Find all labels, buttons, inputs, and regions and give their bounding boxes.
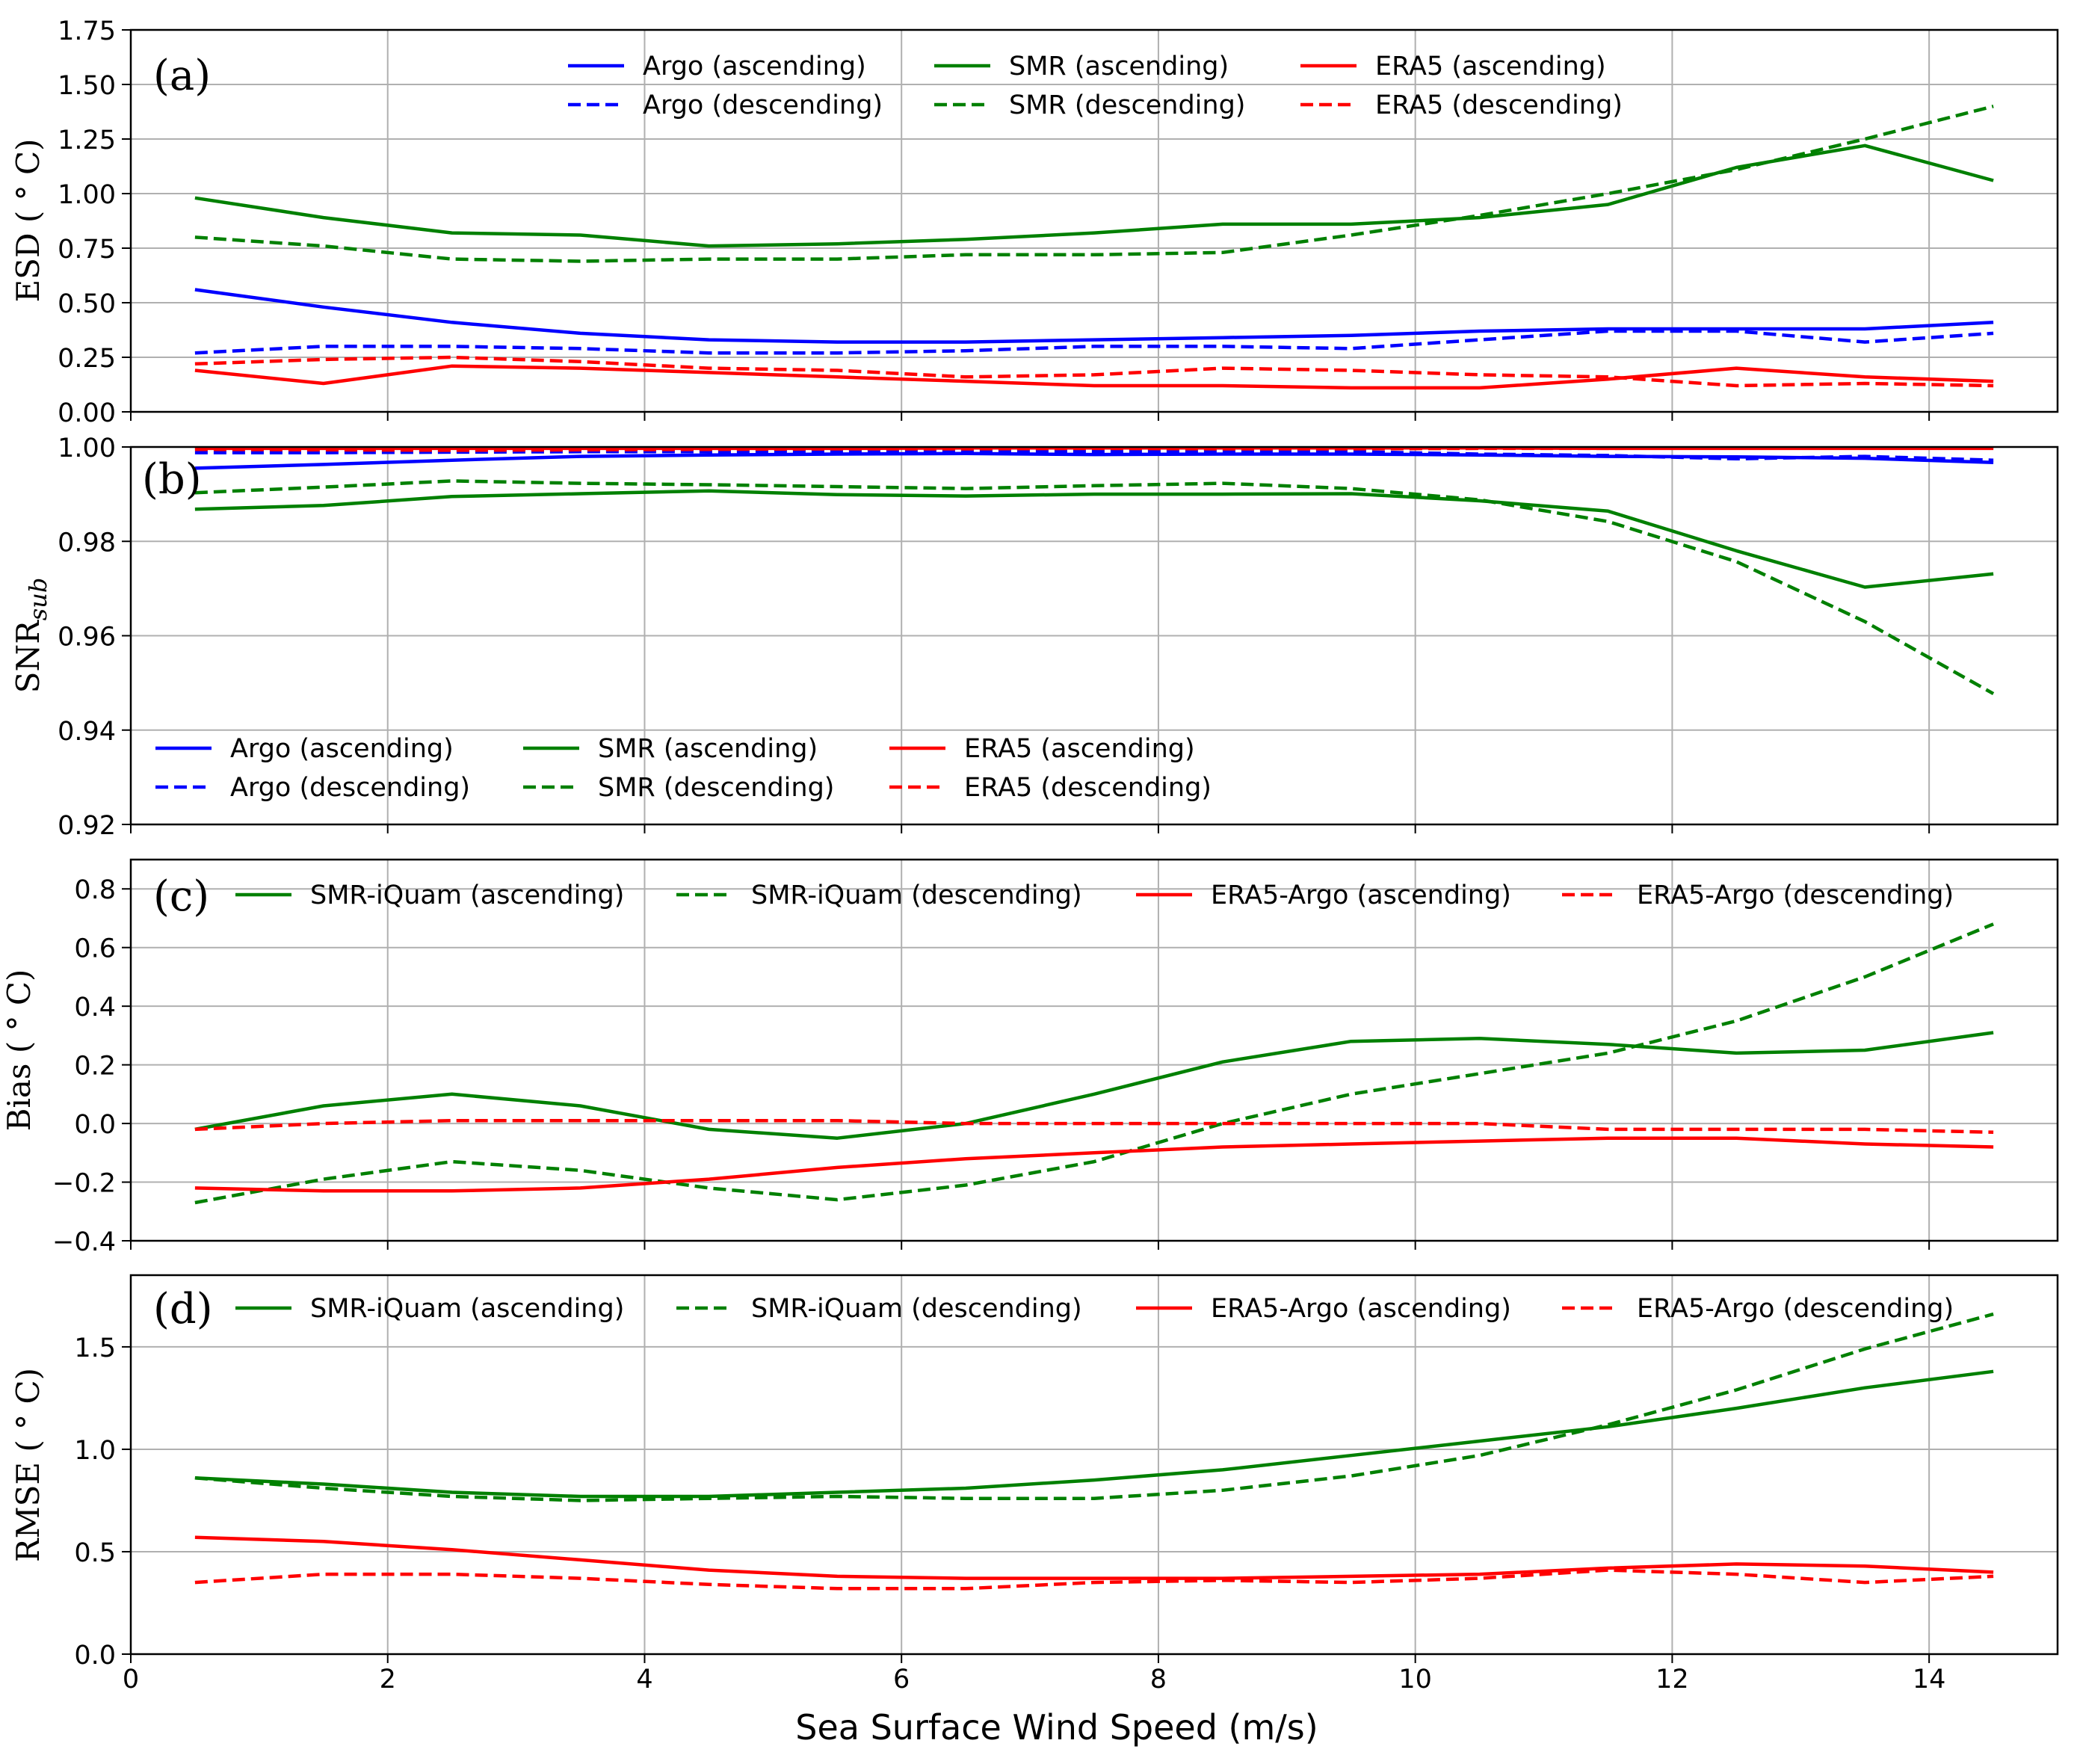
y-axis-label: RMSE ( ° C) [10, 1368, 46, 1562]
y-axis-label-main: SNR [10, 620, 46, 694]
y-axis-label-main: RMSE ( ° C) [10, 1368, 46, 1562]
series-line-era5-argo-ascending [194, 1136, 1994, 1193]
x-tick-label: 14 [1913, 1665, 1946, 1694]
y-axis-label-main: ESD ( ° C) [10, 138, 46, 302]
legend: Argo (ascending) SMR (ascending) ERA5 (asc… [568, 52, 1623, 120]
x-tick-label: 2 [380, 1665, 396, 1694]
y-tick-label: 0.98 [58, 528, 116, 558]
legend-label: Argo (ascending) [230, 734, 454, 764]
y-axis-label: SNRsub [10, 578, 52, 694]
y-tick-label: 0.0 [74, 1110, 116, 1140]
series-line-smr-ascending [194, 489, 1994, 589]
y-tick-label: 0.8 [74, 875, 116, 905]
series-line-argo-ascending [194, 451, 1994, 470]
y-axis-label-main: Bias ( ° C) [1, 969, 37, 1132]
series-line-smr-descending [194, 105, 1994, 263]
panel-d: 0.0 0.5 1.0 1.5 (d) RMSE ( ° C) SMR-iQuam (asc… [10, 1274, 2059, 1671]
y-tick-label: 1.5 [74, 1333, 116, 1363]
legend-label: Argo (ascending) [643, 52, 866, 81]
plot-frame [129, 858, 2059, 1242]
y-tick-label: 1.50 [58, 71, 116, 101]
series-line-argo-descending [194, 329, 1994, 355]
y-tick-label: 0.50 [58, 289, 116, 319]
legend-label: ERA5-Argo (descending) [1637, 1294, 1954, 1324]
legend-label: ERA5 (descending) [964, 773, 1212, 803]
legend-label: Argo (descending) [643, 90, 883, 120]
series-line-smr-ascending [194, 144, 1994, 248]
y-tick-label: 0.2 [74, 1052, 116, 1082]
plot-frame [129, 445, 2059, 826]
legend-label: ERA5 (ascending) [964, 734, 1195, 764]
x-tick-label: 0 [123, 1665, 139, 1694]
legend-label: SMR-iQuam (descending) [751, 1294, 1082, 1324]
series-line-argo-ascending [194, 288, 1994, 344]
legend-label: SMR (ascending) [1009, 52, 1229, 81]
series-line-smr-iquam-descending [194, 1312, 1994, 1502]
y-tick-label: 0.96 [58, 623, 116, 653]
panel-tag: (b) [142, 455, 202, 504]
panel-tag: (a) [153, 52, 211, 100]
legend-label: SMR (descending) [598, 773, 834, 803]
series-line-smr-iquam-ascending [194, 1031, 1994, 1140]
x-tick-label: 6 [893, 1665, 910, 1694]
series-line-argo-descending [194, 450, 1994, 462]
y-tick-label: 1.0 [74, 1436, 116, 1466]
y-tick-label: −0.2 [52, 1169, 116, 1199]
y-tick-label: 0.5 [74, 1538, 116, 1568]
series-line-smr-descending [194, 479, 1995, 696]
y-tick-label: 0.25 [58, 344, 116, 374]
x-tick-label: 4 [636, 1665, 652, 1694]
legend-label: Argo (descending) [230, 773, 470, 803]
y-tick-label: 1.00 [58, 434, 116, 463]
legend-label: SMR (ascending) [598, 734, 818, 764]
series-line-smr-iquam-descending [194, 922, 1994, 1205]
y-axis-label: ESD ( ° C) [10, 138, 46, 302]
legend-label: SMR (descending) [1009, 90, 1245, 120]
legend-label: ERA5-Argo (ascending) [1211, 881, 1511, 910]
legend-label: ERA5 (descending) [1375, 90, 1623, 120]
series-line-era5-descending [194, 355, 1994, 388]
panel-tag: (d) [153, 1285, 213, 1333]
y-tick-label: 0.75 [58, 235, 116, 265]
x-tick-label: 12 [1655, 1665, 1689, 1694]
panel-tag: (c) [153, 872, 209, 921]
y-tick-label: 1.00 [58, 180, 116, 210]
series-line-era5-argo-descending [194, 1118, 1994, 1135]
y-tick-label: 0.00 [58, 398, 116, 428]
series-line-era5-ascending [194, 364, 1994, 390]
legend-label: ERA5-Argo (ascending) [1211, 1294, 1511, 1324]
legend-label: ERA5-Argo (descending) [1637, 881, 1954, 910]
plot-frame [129, 1274, 2059, 1656]
legend-label: ERA5 (ascending) [1375, 52, 1606, 81]
legend-label: SMR-iQuam (ascending) [310, 1294, 624, 1324]
panel-a: 0.00 0.25 0.50 0.75 1.00 1.25 1.50 1.75 (a) ESD (… [10, 16, 2059, 428]
legend: SMR-iQuam (ascending) SMR-iQuam (descendi… [235, 881, 1954, 910]
legend-label: SMR-iQuam (ascending) [310, 881, 624, 910]
y-tick-label: 1.75 [58, 16, 116, 46]
panel-b: 0.92 0.94 0.96 0.98 1.00 (b) SNRsub Argo (ascen… [10, 434, 2059, 841]
x-axis-label: Sea Surface Wind Speed (m/s) [795, 1707, 1318, 1748]
series-line-smr-iquam-ascending [194, 1369, 1994, 1499]
y-tick-label: 0.6 [74, 934, 116, 964]
y-tick-label: 0.0 [74, 1641, 116, 1671]
legend: SMR-iQuam (ascending) SMR-iQuam (descendi… [235, 1294, 1954, 1324]
y-tick-label: 1.25 [58, 126, 116, 155]
y-tick-label: 0.4 [74, 993, 116, 1023]
series-line-era5-descending [194, 447, 1994, 452]
y-tick-label: 0.94 [58, 717, 116, 747]
series-line-era5-argo-ascending [194, 1535, 1994, 1580]
x-tick-label: 10 [1398, 1665, 1432, 1694]
y-tick-label: −0.4 [52, 1227, 116, 1257]
y-axis-label-subscript: sub [24, 578, 52, 621]
x-tick-label: 8 [1150, 1665, 1167, 1694]
y-tick-label: 0.92 [58, 811, 116, 841]
y-axis-label: Bias ( ° C) [1, 969, 37, 1132]
series-line-era5-argo-descending [194, 1568, 1994, 1591]
legend: Argo (ascending) SMR (ascending) ERA5 (asc… [155, 734, 1212, 803]
legend-label: SMR-iQuam (descending) [751, 881, 1082, 910]
panel-c: −0.4 −0.2 0.0 0.2 0.4 0.6 0.8 (c) Bias ( ° C) SMR… [1, 858, 2059, 1257]
plot-frame [129, 28, 2059, 413]
